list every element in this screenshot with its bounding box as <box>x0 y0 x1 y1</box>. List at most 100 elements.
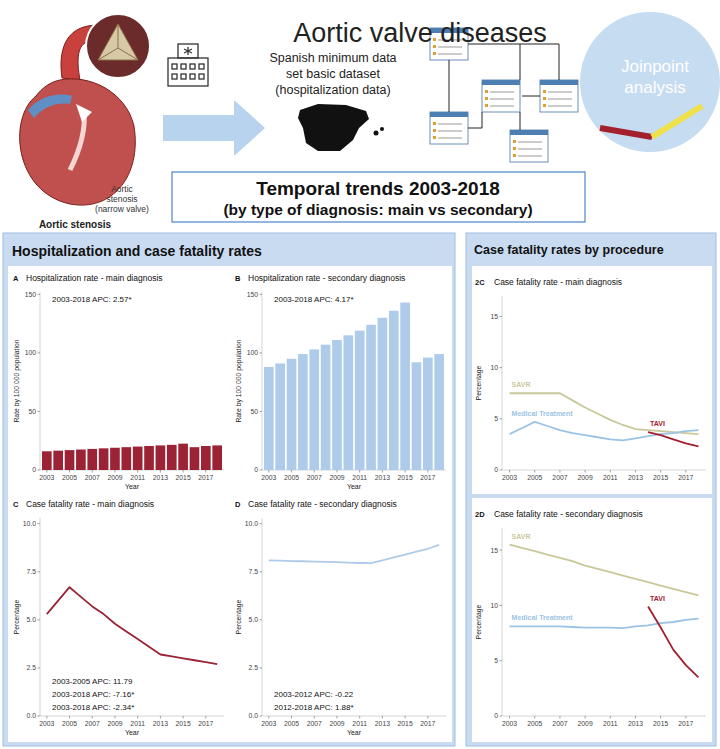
y-tick-label: 100 <box>25 349 37 356</box>
db-window-bar <box>430 112 468 117</box>
y-tick-label: 100 <box>247 349 259 356</box>
x-tick <box>427 716 428 719</box>
heart-illustration <box>20 14 150 205</box>
x-tick <box>69 716 70 719</box>
x-tick <box>509 470 510 473</box>
x-tick-label: 2007 <box>552 474 567 481</box>
annotation: 2003-2005 APC: 11.79 <box>52 677 133 686</box>
x-tick <box>92 716 93 719</box>
series-label: SAVR <box>512 533 531 540</box>
db-dot <box>485 104 488 107</box>
x-tick <box>314 716 315 719</box>
y-tick-label: 150 <box>25 291 37 298</box>
method-text: Joinpoint <box>621 57 689 76</box>
db-dot <box>543 90 546 93</box>
db-window-bar <box>540 80 578 85</box>
illustration-label: Aortic <box>111 184 133 194</box>
db-line <box>438 54 462 55</box>
hospital-icon <box>168 44 208 86</box>
series-label: TAVI <box>650 420 665 427</box>
y-tick <box>500 716 503 717</box>
island <box>380 127 384 131</box>
db-dot <box>543 97 546 100</box>
bar <box>76 450 86 470</box>
db-line <box>438 138 462 139</box>
heart-body <box>20 79 136 205</box>
y-tick-label: 5.0 <box>27 616 37 623</box>
y-tick-label: 0 <box>494 712 498 719</box>
bar <box>287 359 297 470</box>
x-tick <box>660 716 661 719</box>
x-tick-label: 2005 <box>527 474 542 481</box>
building <box>168 58 208 86</box>
bar <box>366 325 376 470</box>
annotation: 2012-2018 APC: 1.88* <box>274 703 354 712</box>
spain-map <box>298 104 369 151</box>
x-tick-label: 2017 <box>678 474 693 481</box>
data-line <box>648 432 698 446</box>
panel-title: Case fatality rates by procedure <box>474 243 664 257</box>
x-tick <box>46 716 47 719</box>
x-tick-label: 2007 <box>85 474 100 481</box>
y-tick <box>500 418 503 419</box>
x-tick-label: 2015 <box>176 474 191 481</box>
joinpoint-segment <box>652 106 702 137</box>
db-line <box>490 106 514 107</box>
x-tick <box>69 470 70 473</box>
banner-box <box>172 172 585 222</box>
y-axis-label: Percentage <box>475 365 483 400</box>
bar <box>434 354 444 470</box>
panel <box>3 233 455 746</box>
x-tick <box>635 716 636 719</box>
chart-title: Case fatality rate - secondary diagnosis <box>248 499 397 509</box>
x-tick-label: 2013 <box>153 474 168 481</box>
x-tick-label: 2009 <box>107 474 122 481</box>
db-line <box>518 156 542 157</box>
x-tick-label: 2013 <box>153 720 168 727</box>
y-axis-label: Rate by 100 000 population <box>235 339 243 422</box>
arrow-head <box>76 104 92 122</box>
db-window <box>510 130 548 162</box>
database-diagram <box>430 28 578 162</box>
source-text: set basic dataset <box>286 67 380 81</box>
x-tick-label: 2005 <box>527 720 542 727</box>
window <box>181 64 186 69</box>
x-tick <box>137 470 138 473</box>
y-tick-label: 5 <box>494 657 498 664</box>
bar <box>275 363 285 470</box>
data-line <box>269 545 439 563</box>
y-tick-label: 2.5 <box>27 664 37 671</box>
x-axis-line <box>40 716 224 717</box>
x-tick <box>685 470 686 473</box>
y-tick <box>500 367 503 368</box>
x-tick <box>427 470 428 473</box>
bar <box>133 447 143 470</box>
chart-box <box>10 268 230 494</box>
y-tick-label: 10.0 <box>23 520 36 527</box>
series-label: TAVI <box>650 595 665 602</box>
series-label: Medical Treatment <box>512 614 574 621</box>
y-axis-line <box>502 296 503 470</box>
db-window-bar <box>482 80 520 85</box>
x-tick-label: 2011 <box>130 720 145 727</box>
illustration-caption: Aortic stenosis <box>39 219 112 230</box>
db-dot <box>543 104 546 107</box>
y-tick <box>38 716 41 717</box>
y-tick <box>260 619 263 620</box>
bar <box>343 335 353 470</box>
x-tick-label: 2009 <box>578 474 593 481</box>
bar <box>400 303 410 470</box>
chart-title: Case fatality rate - secondary diagnosis <box>494 509 643 519</box>
bar <box>321 345 331 470</box>
x-tick-label: 2017 <box>420 720 435 727</box>
chart-title: Case fatality rate - main diagnosis <box>26 499 154 509</box>
y-axis-label: Percentage <box>235 599 243 634</box>
y-tick <box>38 523 41 524</box>
bar <box>298 354 308 470</box>
x-tick-label: 2013 <box>375 720 390 727</box>
chart-title: Case fatality rate - main diagnosis <box>494 277 622 287</box>
x-tick-label: 2007 <box>307 474 322 481</box>
x-tick <box>291 470 292 473</box>
x-tick-label: 2017 <box>678 720 693 727</box>
bar <box>190 447 200 470</box>
